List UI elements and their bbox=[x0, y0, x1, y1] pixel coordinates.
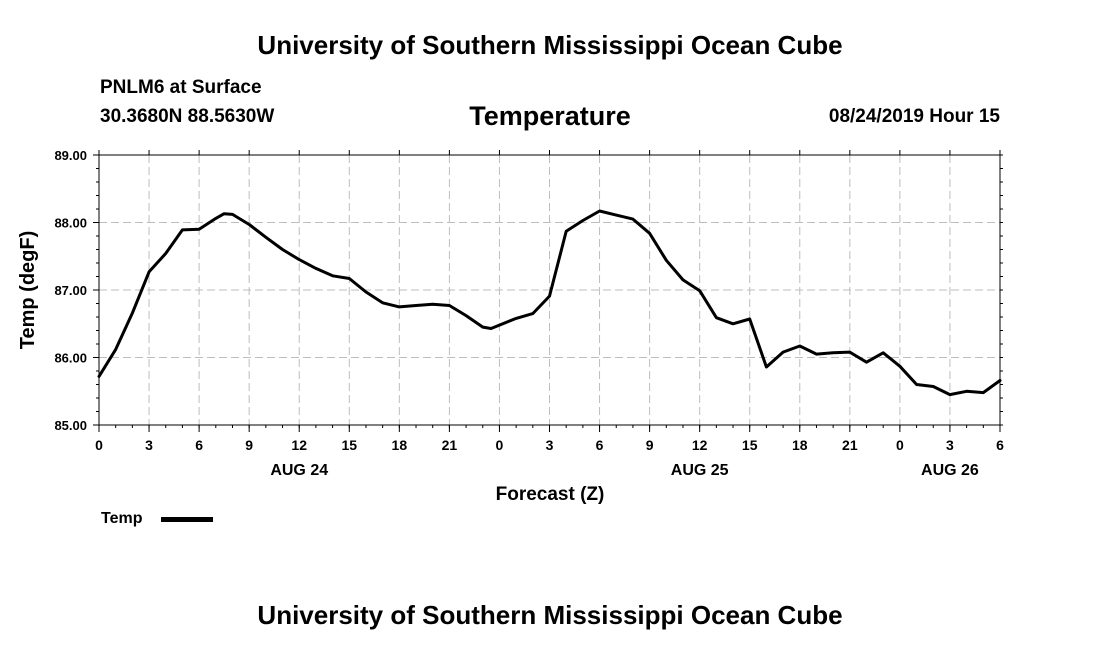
datetime-label: 08/24/2019 Hour 15 bbox=[828, 106, 1000, 127]
series-line-temp bbox=[97, 209, 1002, 397]
y-tick-label: 85.00 bbox=[54, 418, 87, 433]
grid-lines bbox=[99, 155, 1000, 425]
x-tick-label: 18 bbox=[392, 437, 408, 453]
x-day-label: AUG 24 bbox=[270, 462, 328, 479]
x-tick-label: 15 bbox=[742, 437, 758, 453]
x-tick-label: 0 bbox=[496, 437, 504, 453]
x-tick-label: 6 bbox=[195, 437, 203, 453]
top-title: University of Southern Mississippi Ocean… bbox=[257, 30, 843, 60]
x-tick-label: 0 bbox=[95, 437, 103, 453]
y-tick-label: 86.00 bbox=[54, 351, 87, 366]
x-tick-label: 6 bbox=[596, 437, 604, 453]
x-tick-label: 15 bbox=[341, 437, 357, 453]
y-tick-label: 89.00 bbox=[54, 148, 87, 163]
y-axis-label: Temp (degF) bbox=[17, 231, 39, 350]
x-tick-label: 21 bbox=[442, 437, 458, 453]
x-tick-label: 9 bbox=[245, 437, 253, 453]
x-tick-label: 3 bbox=[145, 437, 153, 453]
x-tick-label: 12 bbox=[692, 437, 708, 453]
station-label: PNLM6 at Surface bbox=[100, 77, 262, 98]
legend-label: Temp bbox=[101, 510, 143, 527]
legend-swatch-temp bbox=[161, 517, 213, 522]
x-tick-label: 12 bbox=[291, 437, 307, 453]
y-tick-label: 87.00 bbox=[54, 283, 87, 298]
x-tick-label: 3 bbox=[546, 437, 554, 453]
x-tick-label: 3 bbox=[946, 437, 954, 453]
x-tick-label: 21 bbox=[842, 437, 858, 453]
x-tick-label: 18 bbox=[792, 437, 808, 453]
chart-title: Temperature bbox=[469, 101, 631, 131]
x-tick-label: 6 bbox=[996, 437, 1004, 453]
x-axis-label: Forecast (Z) bbox=[496, 484, 605, 505]
x-day-label: AUG 25 bbox=[671, 462, 729, 479]
coordinates-label: 30.3680N 88.5630W bbox=[100, 106, 275, 127]
x-tick-label: 0 bbox=[896, 437, 904, 453]
bottom-title: University of Southern Mississippi Ocean… bbox=[257, 600, 843, 630]
x-tick-label: 9 bbox=[646, 437, 654, 453]
axis-ticks bbox=[93, 150, 1003, 432]
x-day-label: AUG 26 bbox=[921, 462, 979, 479]
y-tick-label: 88.00 bbox=[54, 216, 87, 231]
axis-labels: 85.00 86.00 87.00 88.00 89.00 0 3 6 9 12 15 18 21 0 3 6… bbox=[54, 148, 1004, 479]
